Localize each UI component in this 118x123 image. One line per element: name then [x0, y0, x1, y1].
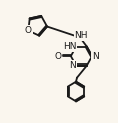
Text: HN: HN: [63, 42, 76, 51]
Text: O: O: [54, 52, 61, 61]
Text: N: N: [92, 52, 99, 61]
Text: NH: NH: [75, 31, 88, 40]
Text: N: N: [69, 61, 76, 70]
Text: O: O: [25, 26, 32, 35]
